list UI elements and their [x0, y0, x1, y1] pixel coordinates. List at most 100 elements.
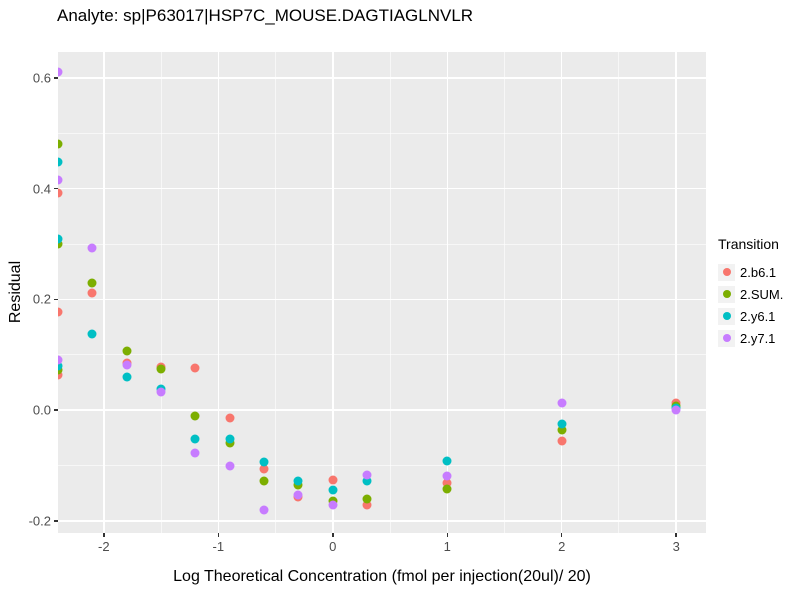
legend-key [718, 329, 735, 347]
data-point [557, 419, 567, 429]
data-point [87, 278, 97, 288]
y-minor-gridline [58, 354, 706, 356]
data-point [58, 188, 63, 198]
legend-entry: 2.SUM. [718, 283, 800, 305]
data-point [671, 405, 681, 415]
data-point [557, 398, 567, 408]
data-point [58, 157, 63, 167]
data-point [259, 464, 269, 474]
legend-entry: 2.b6.1 [718, 261, 800, 283]
y-tick-label: 0.2 [32, 291, 51, 307]
data-point [122, 360, 132, 370]
y-minor-gridline [58, 132, 706, 134]
x-major-gridline [217, 52, 220, 533]
y-minor-gridline [58, 243, 706, 245]
data-point [122, 372, 132, 382]
y-tick-mark [54, 520, 58, 522]
data-point [293, 476, 303, 486]
legend-key-dot [722, 334, 731, 342]
x-tick-label: 0 [329, 539, 337, 554]
x-major-gridline [332, 52, 334, 533]
data-point [58, 67, 63, 77]
data-point [87, 329, 97, 339]
data-point [557, 425, 567, 435]
x-tick-mark [446, 533, 448, 537]
legend-entry: 2.y6.1 [718, 305, 800, 327]
data-point [442, 478, 452, 488]
data-point [225, 413, 235, 423]
data-point [259, 505, 269, 515]
y-tick-mark [54, 409, 58, 411]
x-tick-label: -2 [98, 539, 110, 554]
legend: Transition 2.b6.1 2.SUM. 2.y6.1 2.y7.1 [718, 236, 800, 349]
y-major-gridline [58, 298, 706, 301]
data-point [190, 434, 200, 444]
x-tick-mark [103, 533, 105, 537]
data-point [362, 500, 372, 510]
data-point [442, 484, 452, 494]
x-tick-label: 2 [558, 539, 566, 554]
x-minor-gridline [160, 52, 162, 533]
x-tick-mark [560, 533, 563, 537]
x-major-gridline [446, 52, 448, 533]
x-tick-label: -1 [212, 539, 225, 554]
data-point [156, 364, 166, 374]
x-minor-gridline [275, 52, 277, 533]
x-major-gridline [560, 52, 563, 533]
y-major-gridline [58, 520, 706, 522]
x-tick-mark [332, 533, 334, 537]
y-tick-label: 0.0 [32, 402, 51, 418]
y-tick-mark [54, 77, 58, 79]
legend-entry: 2.y7.1 [718, 327, 800, 349]
data-point [58, 175, 63, 185]
data-point [225, 434, 235, 444]
data-point [58, 370, 63, 380]
data-point [58, 307, 63, 317]
x-tick-label: 3 [672, 539, 680, 554]
x-tick-mark [675, 533, 677, 537]
x-minor-gridline [389, 52, 391, 533]
data-point [122, 346, 132, 356]
legend-key [718, 307, 735, 325]
x-minor-gridline [504, 52, 505, 533]
y-major-gridline [58, 409, 706, 411]
x-minor-gridline [618, 52, 620, 533]
y-major-gridline [58, 187, 706, 190]
data-point [557, 436, 567, 446]
legend-entry-label: 2.y7.1 [740, 330, 776, 346]
y-tick-mark [54, 298, 58, 301]
data-point [87, 288, 97, 298]
data-point [362, 494, 372, 504]
data-point [442, 471, 452, 481]
legend-entries: 2.b6.1 2.SUM. 2.y6.1 2.y7.1 [718, 261, 800, 349]
legend-key [718, 263, 735, 281]
data-point [328, 475, 338, 485]
data-point [362, 470, 372, 480]
legend-key-dot [722, 312, 731, 320]
y-tick-label: 0.6 [32, 70, 51, 86]
data-point [190, 448, 200, 458]
data-point [156, 387, 166, 397]
y-tick-mark [54, 187, 58, 190]
y-tick-label: -0.2 [28, 513, 51, 529]
data-point [190, 363, 200, 372]
legend-entry-label: 2.b6.1 [740, 264, 777, 280]
data-point [58, 139, 63, 149]
data-point [58, 355, 63, 365]
y-major-gridline [58, 77, 706, 79]
data-point [259, 457, 269, 467]
legend-key-dot [722, 268, 731, 276]
data-point [362, 476, 372, 486]
data-point [58, 234, 63, 244]
data-point [87, 243, 97, 253]
data-point [259, 476, 269, 486]
x-tick-label: 1 [443, 539, 451, 554]
legend-entry-label: 2.y6.1 [740, 308, 776, 324]
legend-key-dot [722, 290, 731, 298]
y-axis-title: Residual [7, 260, 24, 324]
x-major-gridline [103, 52, 105, 533]
x-axis-title: Log Theoretical Concentration (fmol per … [173, 568, 591, 585]
data-point [58, 361, 63, 371]
legend-entry-label: 2.SUM. [740, 286, 784, 302]
